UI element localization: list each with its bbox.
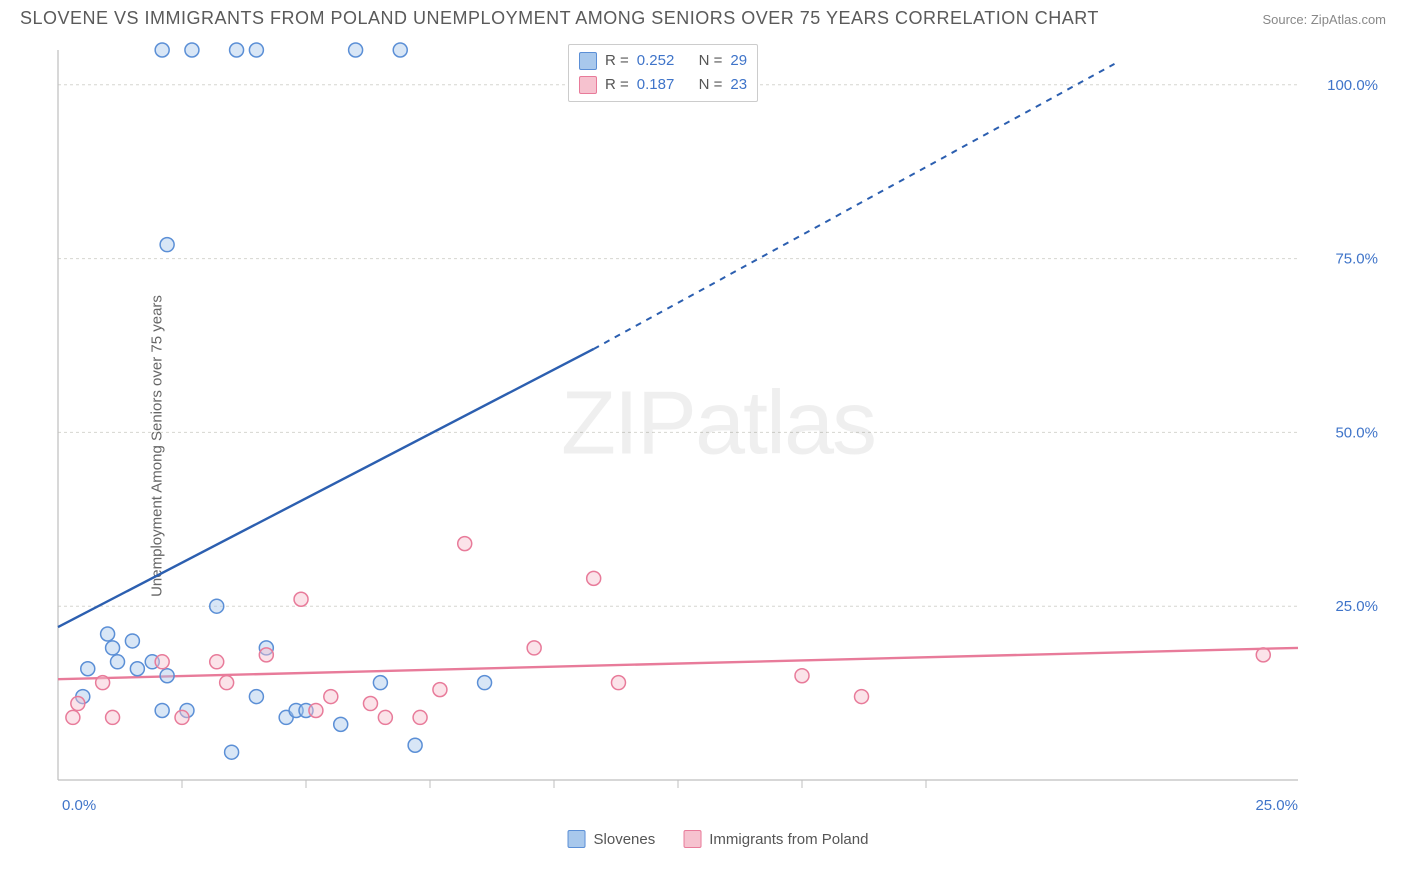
r-value: 0.252 (637, 49, 675, 73)
swatch-icon (683, 830, 701, 848)
legend-item-slovenes: Slovenes (568, 830, 656, 848)
svg-text:0.0%: 0.0% (62, 797, 96, 814)
svg-text:100.0%: 100.0% (1327, 77, 1378, 94)
legend-label: Immigrants from Poland (709, 831, 868, 848)
legend-item-poland: Immigrants from Poland (683, 830, 868, 848)
svg-text:75.0%: 75.0% (1335, 251, 1378, 268)
r-value: 0.187 (637, 73, 675, 97)
scatter-chart: 25.0%50.0%75.0%100.0%0.0%25.0% ZIPatlas … (48, 40, 1388, 840)
legend-row-poland: R = 0.187 N = 23 (579, 73, 747, 97)
svg-text:50.0%: 50.0% (1335, 424, 1378, 441)
swatch-icon (579, 76, 597, 94)
chart-title: SLOVENE VS IMMIGRANTS FROM POLAND UNEMPL… (20, 8, 1099, 29)
swatch-icon (568, 830, 586, 848)
n-value: 29 (730, 49, 747, 73)
series-legend: Slovenes Immigrants from Poland (568, 830, 869, 848)
legend-row-slovenes: R = 0.252 N = 29 (579, 49, 747, 73)
correlation-legend: R = 0.252 N = 29 R = 0.187 N = 23 (568, 44, 758, 102)
n-value: 23 (730, 73, 747, 97)
source-label: Source: ZipAtlas.com (1262, 12, 1386, 27)
svg-text:25.0%: 25.0% (1255, 797, 1298, 814)
legend-label: Slovenes (594, 831, 656, 848)
svg-text:25.0%: 25.0% (1335, 598, 1378, 615)
swatch-icon (579, 52, 597, 70)
